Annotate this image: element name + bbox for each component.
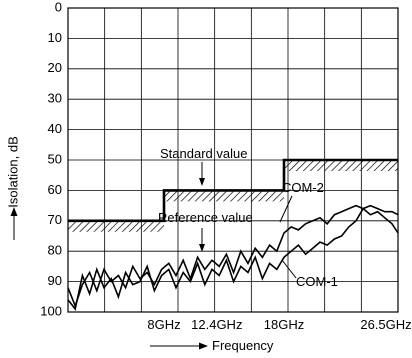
- y-tick-label: 30: [48, 91, 62, 106]
- reference-value-pointer-head: [199, 244, 205, 252]
- y-tick-label: 80: [48, 243, 62, 258]
- standard-value-pointer-head: [199, 178, 205, 186]
- com-2-label: COM-2: [282, 180, 324, 195]
- com-2-line: [67, 204, 399, 309]
- com-1-label: COM-1: [296, 274, 338, 289]
- com-2-pointer: [279, 195, 293, 223]
- series-layer: [67, 158, 399, 311]
- standard-hatch-band: [284, 160, 398, 171]
- x-axis-arrow-head: [199, 342, 208, 350]
- y-axis-title-group: Isolation, dB: [5, 136, 20, 208]
- standard-value-label: Standard value: [160, 146, 247, 161]
- x-tick-label: 12.4GHz: [191, 317, 242, 332]
- x-tick-label: 26.5GHz: [360, 317, 411, 332]
- com-1-line: [67, 207, 399, 311]
- y-tick-label: 100: [40, 303, 62, 318]
- y-tick-label: 10: [48, 30, 62, 45]
- y-tick-labels: 0 10 20 30 40 50 60 70 80 90 100: [40, 0, 62, 318]
- y-tick-label: 50: [48, 151, 62, 166]
- y-axis-arrow-head: [10, 207, 18, 216]
- plot-frame: [67, 7, 399, 313]
- y-tick-label: 0: [55, 0, 62, 14]
- x-tick-label: 8GHz: [147, 317, 180, 332]
- reference-value-label: Reference value: [158, 210, 253, 225]
- y-tick-label: 20: [48, 60, 62, 75]
- standard-value-line: [68, 158, 398, 223]
- y-axis-title: Isolation, dB: [5, 136, 20, 208]
- y-tick-label: 40: [48, 121, 62, 136]
- y-tick-label: 60: [48, 182, 62, 197]
- standard-hatch-band: [68, 220, 164, 232]
- com-1-pointer: [281, 259, 297, 279]
- x-axis-title: Frequency: [212, 338, 274, 353]
- standard-hatch-band: [164, 190, 284, 202]
- x-tick-labels: 8GHz 12.4GHz 18GHz 26.5GHz: [147, 317, 411, 332]
- y-tick-label: 70: [48, 212, 62, 227]
- standard-hatch: [68, 160, 398, 232]
- y-tick-label: 90: [48, 273, 62, 288]
- x-tick-label: 18GHz: [264, 317, 304, 332]
